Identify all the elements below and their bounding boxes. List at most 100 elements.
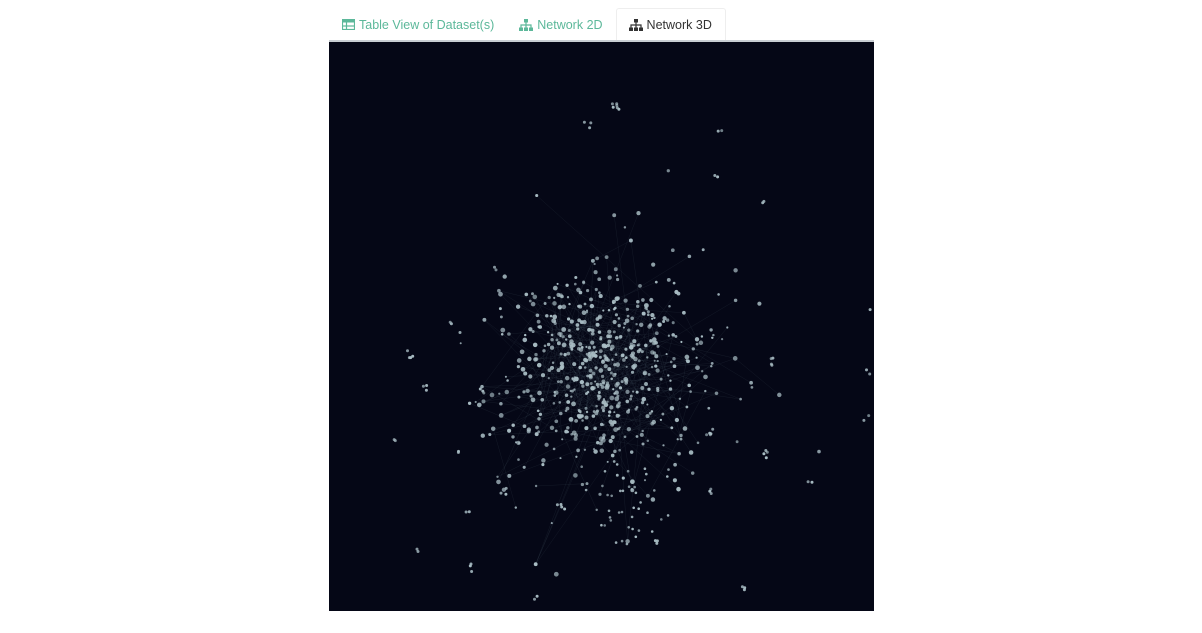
graph-node[interactable] (542, 349, 546, 353)
graph-node[interactable] (647, 387, 651, 391)
graph-node[interactable] (649, 297, 654, 303)
graph-node[interactable] (600, 523, 603, 527)
graph-node[interactable] (662, 319, 666, 324)
graph-node[interactable] (640, 386, 645, 390)
graph-node[interactable] (566, 296, 570, 299)
graph-node[interactable] (613, 306, 617, 310)
graph-node[interactable] (585, 310, 589, 314)
graph-node[interactable] (493, 265, 496, 269)
graph-node[interactable] (637, 529, 641, 532)
graph-node[interactable] (478, 387, 482, 391)
graph-node[interactable] (489, 392, 495, 398)
graph-node[interactable] (642, 370, 648, 376)
graph-node[interactable] (574, 282, 577, 286)
graph-node[interactable] (619, 489, 622, 493)
graph-node[interactable] (762, 452, 766, 456)
graph-node[interactable] (637, 343, 641, 347)
graph-node[interactable] (656, 386, 660, 391)
graph-node[interactable] (806, 480, 810, 484)
graph-node[interactable] (634, 491, 638, 495)
graph-node[interactable] (595, 404, 598, 408)
graph-node[interactable] (609, 371, 613, 375)
graph-node[interactable] (604, 255, 609, 259)
graph-node[interactable] (580, 482, 585, 487)
graph-node[interactable] (600, 374, 605, 379)
graph-node[interactable] (733, 268, 738, 273)
graph-node[interactable] (564, 375, 570, 381)
graph-node[interactable] (602, 433, 606, 437)
graph-node[interactable] (701, 248, 705, 252)
graph-node[interactable] (651, 262, 656, 267)
graph-node[interactable] (666, 169, 670, 173)
graph-node[interactable] (740, 585, 744, 589)
graph-node[interactable] (591, 371, 596, 376)
graph-node[interactable] (594, 366, 598, 370)
graph-node[interactable] (648, 411, 652, 415)
tab-network-2d[interactable]: Network 2D (506, 8, 615, 41)
graph-node[interactable] (612, 460, 616, 463)
graph-node[interactable] (654, 354, 659, 359)
graph-node[interactable] (628, 238, 633, 243)
graph-node[interactable] (594, 350, 598, 353)
graph-node[interactable] (590, 340, 595, 345)
graph-node[interactable] (515, 304, 521, 309)
graph-node[interactable] (601, 405, 606, 410)
graph-node[interactable] (522, 465, 526, 469)
graph-node[interactable] (667, 374, 670, 377)
graph-node[interactable] (743, 586, 747, 590)
graph-node[interactable] (655, 541, 659, 545)
graph-node[interactable] (561, 342, 567, 348)
graph-node[interactable] (574, 418, 579, 423)
graph-node[interactable] (678, 397, 682, 401)
graph-node[interactable] (602, 381, 605, 385)
graph-node[interactable] (654, 280, 658, 284)
graph-node[interactable] (694, 337, 700, 342)
tab-table-view[interactable]: Table View of Dataset(s) (329, 8, 506, 41)
graph-node[interactable] (606, 460, 609, 463)
graph-node[interactable] (684, 354, 690, 360)
graph-node[interactable] (608, 410, 612, 414)
graph-node[interactable] (504, 486, 508, 490)
graph-node[interactable] (497, 288, 501, 293)
graph-node[interactable] (480, 433, 485, 438)
graph-node[interactable] (424, 388, 428, 392)
graph-node[interactable] (599, 448, 605, 453)
graph-node[interactable] (868, 308, 872, 312)
graph-node[interactable] (482, 391, 486, 395)
graph-node[interactable] (643, 467, 647, 471)
graph-node[interactable] (614, 396, 620, 402)
graph-node[interactable] (633, 356, 638, 362)
graph-node[interactable] (612, 330, 616, 334)
graph-node[interactable] (628, 345, 634, 350)
graph-node[interactable] (671, 333, 675, 337)
graph-node[interactable] (554, 429, 558, 433)
graph-node[interactable] (657, 322, 662, 327)
graph-node[interactable] (603, 470, 607, 473)
graph-node[interactable] (602, 309, 605, 312)
graph-node[interactable] (564, 409, 568, 413)
graph-node[interactable] (618, 426, 621, 429)
graph-node[interactable] (609, 405, 614, 410)
graph-node[interactable] (601, 359, 605, 364)
graph-node[interactable] (703, 374, 708, 380)
graph-node[interactable] (580, 465, 583, 469)
graph-node[interactable] (588, 373, 593, 379)
graph-node[interactable] (653, 316, 656, 320)
graph-node[interactable] (532, 342, 538, 348)
graph-node[interactable] (449, 322, 453, 326)
graph-node[interactable] (597, 391, 601, 394)
graph-node[interactable] (578, 347, 584, 352)
graph-node[interactable] (559, 352, 563, 356)
graph-node[interactable] (652, 351, 657, 355)
graph-node[interactable] (676, 438, 679, 441)
graph-node[interactable] (685, 405, 689, 409)
graph-node[interactable] (635, 322, 638, 326)
graph-node[interactable] (500, 327, 506, 333)
graph-node[interactable] (563, 353, 567, 357)
graph-node[interactable] (646, 511, 649, 514)
graph-node[interactable] (578, 290, 583, 295)
graph-node[interactable] (610, 102, 614, 106)
graph-node[interactable] (674, 334, 678, 338)
graph-node[interactable] (565, 406, 570, 411)
graph-node[interactable] (761, 201, 765, 205)
